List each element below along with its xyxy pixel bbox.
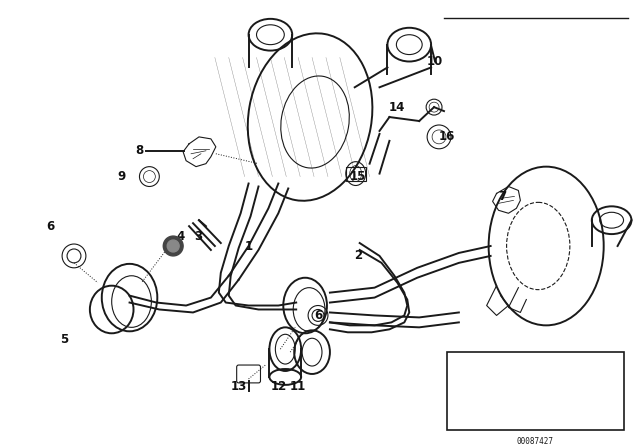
Text: 7: 7	[499, 190, 507, 203]
Text: 3: 3	[194, 229, 202, 242]
Text: 14: 14	[389, 101, 406, 114]
Text: 5: 5	[60, 333, 68, 346]
Text: 9: 9	[118, 170, 125, 183]
Text: 2: 2	[354, 250, 362, 263]
Text: 12: 12	[270, 380, 287, 393]
Circle shape	[167, 240, 179, 252]
Bar	[447, 352, 623, 430]
Text: 13: 13	[230, 380, 247, 393]
Text: 10: 10	[427, 55, 443, 68]
Text: 6: 6	[46, 220, 54, 233]
Text: 6: 6	[314, 309, 322, 322]
Circle shape	[163, 236, 183, 256]
Text: 00087427: 00087427	[516, 437, 554, 447]
Text: 1: 1	[244, 240, 253, 253]
Text: 15: 15	[349, 170, 366, 183]
Text: 11: 11	[290, 380, 307, 393]
Text: 4: 4	[176, 229, 184, 242]
Text: 8: 8	[135, 144, 143, 157]
Text: 16: 16	[439, 130, 455, 143]
